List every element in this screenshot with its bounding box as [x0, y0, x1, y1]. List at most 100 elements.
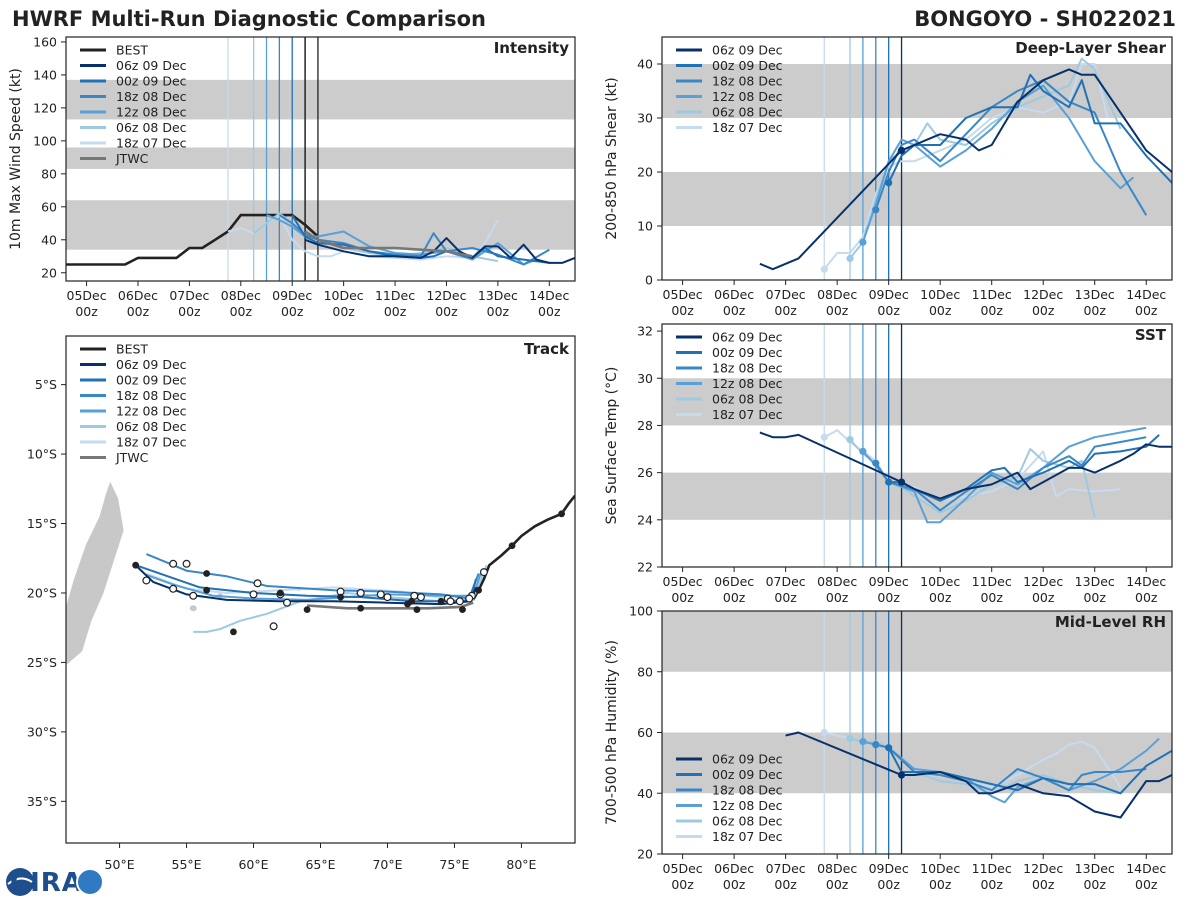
track-xtick-label-3: 65°E — [305, 857, 335, 872]
track-xtick-label-6: 80°E — [506, 857, 536, 872]
intensity-band-0 — [66, 200, 575, 250]
track-marker-open-06z-08-dec-1 — [446, 597, 455, 606]
sst-ytick-label-1: 24 — [637, 512, 653, 527]
shear-xtick-sub-7: 00z — [1032, 303, 1055, 318]
madagascar-landmass — [66, 481, 124, 666]
rh-legend-label-12z-08-dec: 12z 08 Dec — [712, 798, 783, 813]
rh-legend-label-06z-08-dec: 06z 08 Dec — [712, 814, 783, 829]
track-marker-open-06z-09-dec-0 — [283, 598, 292, 607]
intensity-xtick-label-9: 14Dec — [529, 288, 569, 303]
shear-ytick-label-0: 0 — [645, 273, 653, 288]
sst-xtick-sub-6: 00z — [980, 590, 1003, 605]
rh-xtick-sub-1: 00z — [723, 877, 746, 892]
intensity-xtick-label-7: 12Dec — [426, 288, 466, 303]
intensity-xtick-label-5: 10Dec — [324, 288, 364, 303]
track-marker-open-18z-08-dec-2 — [356, 588, 365, 597]
intensity-legend-label-18z-08-dec: 18z 08 Dec — [116, 89, 187, 104]
intensity-plot-area — [66, 37, 575, 281]
intensity-legend-label-best: BEST — [116, 43, 148, 58]
rh-xtick-sub-3: 00z — [826, 877, 849, 892]
rh-legend-label-06z-09-dec: 06z 09 Dec — [712, 752, 783, 767]
rh-init-dot-06z-08-dec — [846, 734, 854, 743]
sst-xtick-label-4: 09Dec — [869, 574, 909, 589]
shear-xtick-label-8: 13Dec — [1075, 287, 1115, 302]
track-marker-open-18z-08-dec-3 — [253, 579, 262, 588]
shear-xtick-sub-3: 00z — [826, 303, 849, 318]
intensity-xtick-sub-9: 00z — [538, 304, 561, 319]
rh-xtick-label-7: 12Dec — [1023, 861, 1063, 876]
track-ytick-label-4: 25°S — [27, 655, 57, 670]
track-marker-closed-06z-09-dec-2 — [337, 593, 344, 601]
track-marker-closed-jtwc-0 — [459, 606, 466, 614]
rh-xtick-sub-2: 00z — [774, 877, 797, 892]
shear-xtick-label-6: 11Dec — [972, 287, 1012, 302]
sst-ytick-label-0: 22 — [637, 560, 653, 575]
main-title: HWRF Multi-Run Diagnostic Comparison — [12, 7, 486, 31]
rh-ytick-label-1: 40 — [637, 786, 653, 801]
rh-ylabel: 700-500 hPa Humidity (%) — [604, 640, 620, 825]
intensity-ytick-label-3: 80 — [41, 166, 57, 181]
sst-legend-label-06z-09-dec: 06z 09 Dec — [712, 330, 783, 345]
rh-init-dot-18z-08-dec — [872, 741, 880, 749]
sst-xtick-sub-2: 00z — [774, 590, 797, 605]
shear-xtick-label-7: 12Dec — [1023, 287, 1063, 302]
intensity-xtick-label-1: 06Dec — [118, 288, 158, 303]
track-xtick-label-0: 50°E — [105, 857, 135, 872]
shear-xtick-label-3: 08Dec — [817, 287, 857, 302]
shear-legend-label-18z-07-dec: 18z 07 Dec — [712, 120, 783, 135]
sst-xtick-sub-8: 00z — [1083, 590, 1106, 605]
shear-xtick-sub-2: 00z — [774, 303, 797, 318]
sst-band-1 — [662, 378, 1172, 426]
shear-band-0 — [662, 172, 1172, 226]
sst-xtick-sub-0: 00z — [671, 590, 694, 605]
sst-legend-label-00z-09-dec: 00z 09 Dec — [712, 345, 783, 360]
rh-series-06z-09-dec — [785, 731, 1172, 819]
intensity-xtick-label-2: 07Dec — [169, 288, 209, 303]
intensity-xtick-label-8: 13Dec — [478, 288, 518, 303]
sst-legend-label-18z-08-dec: 18z 08 Dec — [712, 361, 783, 376]
shear-legend-label-00z-09-dec: 00z 09 Dec — [712, 58, 783, 73]
rh-xtick-label-6: 11Dec — [972, 861, 1012, 876]
track-legend-label-00z-09-dec: 00z 09 Dec — [116, 373, 187, 388]
shear-init-dot-06z-09-dec — [897, 146, 906, 154]
track-ytick-label-5: 30°S — [27, 724, 57, 739]
intensity-xtick-sub-7: 00z — [435, 304, 458, 319]
track-marker-open-18z-08-dec-4 — [182, 559, 191, 568]
track-title: Track — [524, 340, 570, 358]
intensity-legend-label-18z-07-dec: 18z 07 Dec — [116, 136, 187, 151]
cira-logo: CIRA — [6, 868, 104, 898]
rh-xtick-sub-7: 00z — [1032, 877, 1055, 892]
globe-wave-icon — [7, 877, 33, 885]
logo-text: CIRA — [10, 868, 83, 898]
shear-legend-label-06z-09-dec: 06z 09 Dec — [712, 43, 783, 58]
rh-series-00z-09-dec — [887, 747, 1172, 795]
track-marker-open-18z-07-dec-1 — [376, 590, 385, 599]
track-ytick-label-2: 15°S — [27, 516, 57, 531]
track-marker-closed-jtwc-2 — [357, 604, 365, 612]
rh-xtick-label-3: 08Dec — [817, 861, 857, 876]
rh-xtick-sub-4: 00z — [877, 877, 900, 892]
intensity-xtick-sub-0: 00z — [75, 304, 98, 319]
track-marker-open-06z-09-dec-2 — [142, 576, 151, 585]
track-xtick-label-5: 75°E — [439, 857, 469, 872]
intensity-xtick-label-6: 11Dec — [375, 288, 415, 303]
shear-series-00z-09-dec — [887, 73, 1172, 184]
track-legend-label-06z-09-dec: 06z 09 Dec — [116, 357, 187, 372]
track-marker-closed-best-0 — [558, 510, 566, 518]
sst-xtick-sub-3: 00z — [826, 590, 849, 605]
swirl-icon — [76, 868, 104, 896]
rh-init-dot-12z-08-dec — [859, 738, 867, 746]
shear-xtick-sub-5: 00z — [929, 303, 952, 318]
intensity-legend-label-12z-08-dec: 12z 08 Dec — [116, 105, 187, 120]
shear-xtick-label-4: 09Dec — [869, 287, 909, 302]
rh-plot-area — [785, 611, 1172, 854]
rh-legend-label-18z-08-dec: 18z 08 Dec — [712, 783, 783, 798]
intensity-legend-label-jtwc: JTWC — [115, 151, 149, 166]
shear-xtick-label-0: 05Dec — [663, 287, 703, 302]
rh-xtick-sub-5: 00z — [929, 877, 952, 892]
sst-init-dot-18z-08-dec — [872, 459, 880, 467]
track-marker-closed-06z-09-dec-1 — [404, 600, 411, 608]
rh-panel: 05Dec00z06Dec00z07Dec00z08Dec00z09Dec00z… — [604, 604, 1173, 892]
sst-xtick-label-2: 07Dec — [766, 574, 806, 589]
rh-ytick-label-3: 80 — [637, 664, 653, 679]
